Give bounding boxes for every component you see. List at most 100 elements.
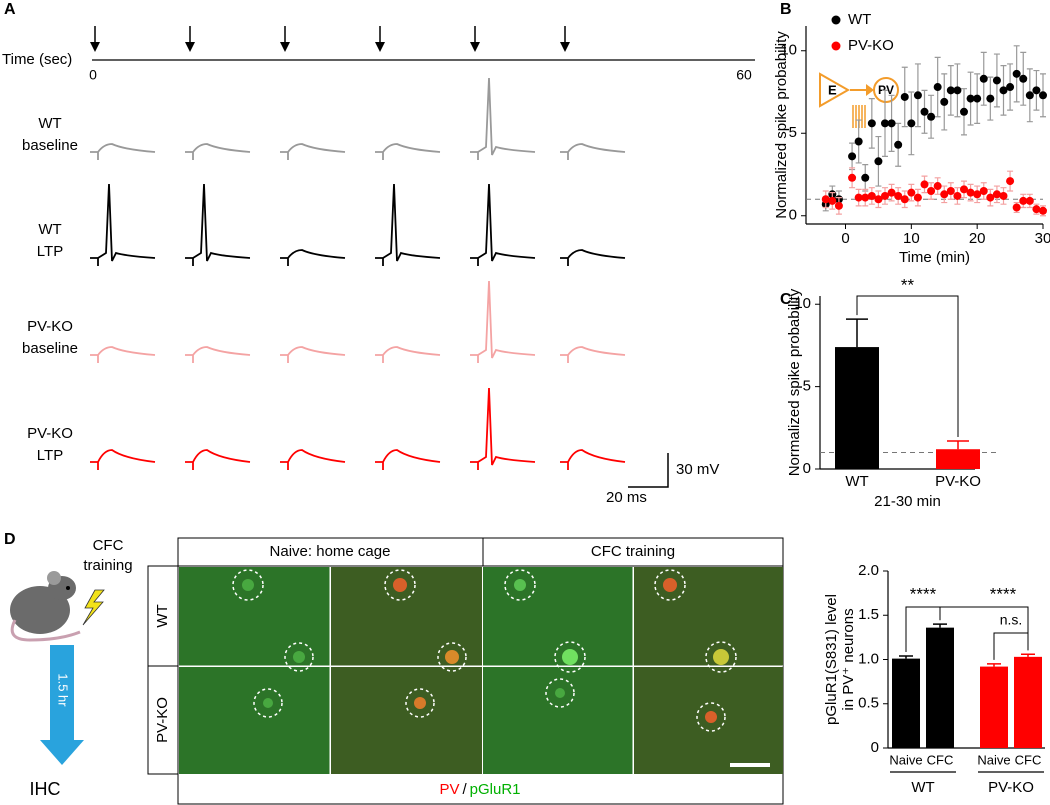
bar bbox=[835, 347, 879, 469]
x-tick-label: 0 bbox=[841, 230, 849, 247]
point bbox=[1025, 91, 1034, 100]
y-label: Normalized spike probability bbox=[786, 288, 803, 476]
point bbox=[881, 119, 889, 128]
duration: 1.5 hr bbox=[56, 673, 71, 707]
stain-name: / bbox=[462, 781, 467, 798]
assay: IHC bbox=[30, 779, 61, 799]
point bbox=[933, 83, 942, 92]
point bbox=[999, 86, 1008, 95]
mouse bbox=[10, 571, 105, 642]
point bbox=[900, 92, 909, 101]
micrograph bbox=[179, 567, 330, 666]
point bbox=[953, 191, 962, 200]
point bbox=[940, 97, 949, 106]
bar bbox=[1014, 656, 1042, 748]
arrow-head bbox=[560, 42, 570, 52]
trace bbox=[375, 346, 441, 363]
trace bbox=[280, 249, 346, 266]
x-tick-label: WT bbox=[845, 473, 868, 490]
point bbox=[854, 193, 863, 202]
point bbox=[940, 190, 949, 199]
point bbox=[960, 185, 968, 194]
time-end: 60 bbox=[736, 67, 752, 83]
point bbox=[973, 190, 982, 199]
error-bar bbox=[933, 623, 947, 628]
trace bbox=[280, 449, 346, 470]
point bbox=[887, 188, 896, 197]
point bbox=[1032, 205, 1041, 214]
point bbox=[1032, 86, 1041, 95]
significance: **** bbox=[910, 584, 937, 603]
x-tick-label: CFC bbox=[927, 752, 954, 767]
point bbox=[927, 187, 936, 195]
y-tick-label: 1.0 bbox=[858, 650, 879, 667]
point bbox=[1012, 69, 1021, 78]
row-label: PV-KO bbox=[27, 318, 73, 335]
point bbox=[848, 152, 857, 161]
point bbox=[1039, 206, 1047, 215]
row-label: LTP bbox=[37, 447, 63, 464]
trace bbox=[375, 143, 441, 160]
point bbox=[986, 193, 995, 202]
point bbox=[1039, 91, 1047, 100]
point bbox=[966, 188, 975, 197]
point bbox=[907, 119, 916, 128]
panel-label: C bbox=[780, 291, 792, 308]
point bbox=[1019, 74, 1028, 83]
trace bbox=[280, 143, 346, 160]
point bbox=[874, 157, 883, 166]
stain-name: PV bbox=[439, 781, 459, 798]
row-label: WT bbox=[38, 115, 61, 132]
row-label: WT bbox=[38, 221, 61, 238]
y-tick-label: 1.5 bbox=[858, 606, 879, 623]
x-label: Time (min) bbox=[899, 249, 970, 266]
point bbox=[900, 195, 909, 204]
frame bbox=[147, 565, 179, 775]
side-label: CFC bbox=[93, 537, 124, 554]
scale-label: 20 ms bbox=[606, 489, 647, 506]
arrow-head bbox=[280, 42, 290, 52]
trace bbox=[560, 143, 626, 160]
point bbox=[1019, 196, 1028, 205]
point bbox=[992, 76, 1001, 85]
trace bbox=[90, 346, 156, 363]
point bbox=[920, 107, 929, 116]
column-header: CFC training bbox=[591, 543, 675, 560]
bar bbox=[892, 658, 920, 748]
error-bar bbox=[899, 655, 913, 659]
stain-legend: PV / pGluR1 bbox=[439, 781, 520, 798]
bar bbox=[980, 666, 1008, 748]
cells bbox=[242, 578, 729, 723]
y-label: Normalized spike probability bbox=[773, 31, 790, 219]
point bbox=[821, 195, 830, 204]
point bbox=[1025, 196, 1034, 205]
trace bbox=[470, 77, 536, 160]
y-label: in PV⁺ neurons bbox=[840, 608, 857, 710]
y-tick-label: 10 bbox=[780, 42, 797, 59]
trace bbox=[560, 449, 626, 470]
significance-bracket bbox=[993, 632, 1029, 660]
x-tick-label: CFC bbox=[1015, 752, 1042, 767]
x-tick-label: PV-KO bbox=[935, 473, 981, 490]
micrograph bbox=[179, 667, 330, 774]
error-bar bbox=[947, 440, 969, 450]
inset-arrow-head bbox=[866, 84, 874, 96]
micrograph bbox=[331, 667, 482, 774]
scale-label: 30 mV bbox=[676, 461, 719, 478]
significance-bracket bbox=[856, 295, 959, 437]
micrograph bbox=[483, 567, 633, 666]
point bbox=[907, 188, 916, 197]
point bbox=[894, 191, 903, 200]
point bbox=[979, 74, 988, 83]
trace bbox=[375, 183, 441, 266]
row-label: baseline bbox=[22, 340, 78, 357]
error-bar bbox=[1021, 653, 1035, 657]
y-tick-label: 0 bbox=[803, 460, 811, 477]
panel-label: B bbox=[780, 1, 792, 18]
inset-label: E bbox=[828, 82, 837, 97]
point bbox=[946, 187, 955, 195]
error-bar bbox=[846, 318, 868, 348]
point bbox=[881, 191, 889, 200]
row-label: PV-KO bbox=[27, 425, 73, 442]
